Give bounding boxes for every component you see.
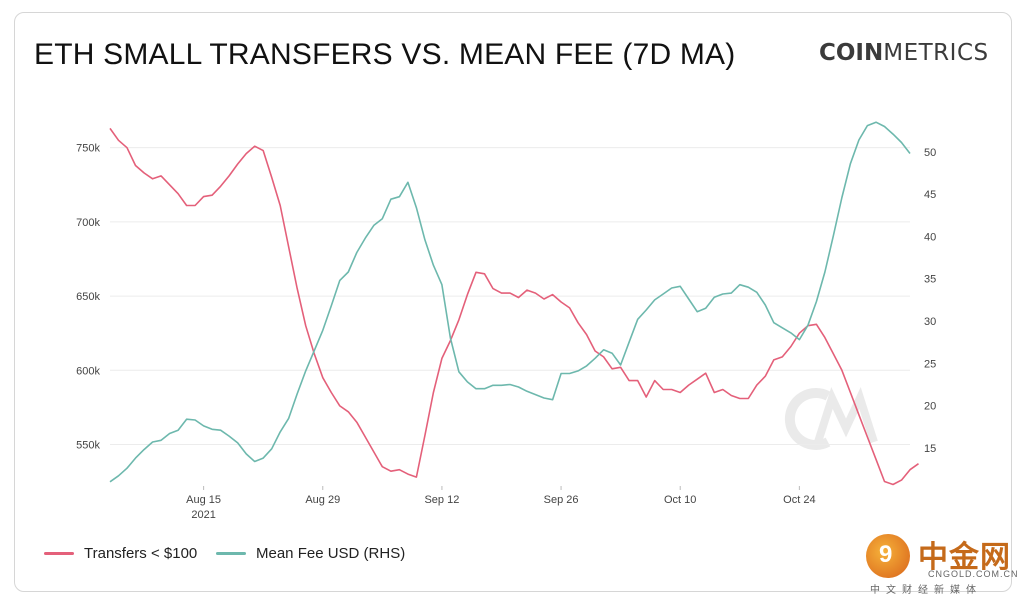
series-lines — [109, 121, 919, 486]
right-tick-label: 50 — [924, 147, 936, 159]
left-tick-label: 750k — [76, 143, 100, 155]
x-tick-year: 2021 — [191, 509, 215, 521]
right-axis-ticks: 15 20 25 30 35 40 45 50 — [924, 147, 936, 455]
chart-card — [14, 12, 1012, 592]
legend-label-transfers: Transfers < $100 — [84, 545, 198, 562]
x-tick-label: Sep 26 — [544, 494, 579, 506]
left-tick-label: 700k — [76, 217, 100, 229]
right-tick-label: 20 — [924, 401, 936, 413]
right-tick-label: 40 — [924, 231, 936, 243]
cm-watermark — [784, 387, 878, 450]
left-tick-label: 550k — [76, 439, 100, 451]
gridlines — [110, 147, 910, 445]
right-tick-label: 25 — [924, 358, 936, 370]
right-tick-label: 30 — [924, 316, 936, 328]
x-axis-ticks: Aug 15 2021 Aug 29 Sep 12 Sep 26 Oct 10 Oct 24 — [186, 486, 816, 521]
cngold-name: 中金网 — [918, 540, 1011, 575]
x-tick-label: Sep 12 — [424, 494, 459, 506]
coinmetrics-logo: COINMETRICS — [819, 40, 989, 66]
left-axis-ticks: 550k 600k 650k 700k 750k — [76, 143, 100, 452]
cngold-logo-icon: 9 — [866, 534, 910, 578]
cngold-tagline: 中文财经新媒体 — [870, 585, 982, 596]
cngold-url: CNGOLD.COM.CN — [928, 569, 1019, 579]
left-tick-label: 600k — [76, 365, 100, 377]
right-tick-label: 35 — [924, 274, 936, 286]
x-tick-label: Aug 29 — [305, 494, 340, 506]
x-tick-label: Oct 24 — [783, 494, 815, 506]
legend-label-fee: Mean Fee USD (RHS) — [256, 545, 406, 562]
x-tick-label: Aug 15 — [186, 494, 221, 506]
left-tick-label: 650k — [76, 291, 100, 303]
x-tick-label: Oct 10 — [664, 494, 696, 506]
legend-swatch-fee — [216, 552, 246, 555]
cngold-watermark: 9 中金网 CNGOLD.COM.CN 中文财经新媒体 — [866, 532, 1019, 596]
right-tick-label: 45 — [924, 189, 936, 201]
legend-item-fee: Mean Fee USD (RHS) — [216, 545, 405, 562]
logo-text-light: METRICS — [883, 40, 989, 66]
series-line-transfers — [109, 127, 919, 486]
right-tick-label: 15 — [924, 443, 936, 455]
chart-title: ETH SMALL TRANSFERS VS. MEAN FEE (7D MA) — [34, 38, 736, 71]
logo-text-bold: COIN — [819, 40, 884, 66]
legend-swatch-transfers — [44, 552, 74, 555]
legend-item-transfers: Transfers < $100 — [44, 545, 197, 562]
series-line-mean-fee — [109, 121, 911, 483]
